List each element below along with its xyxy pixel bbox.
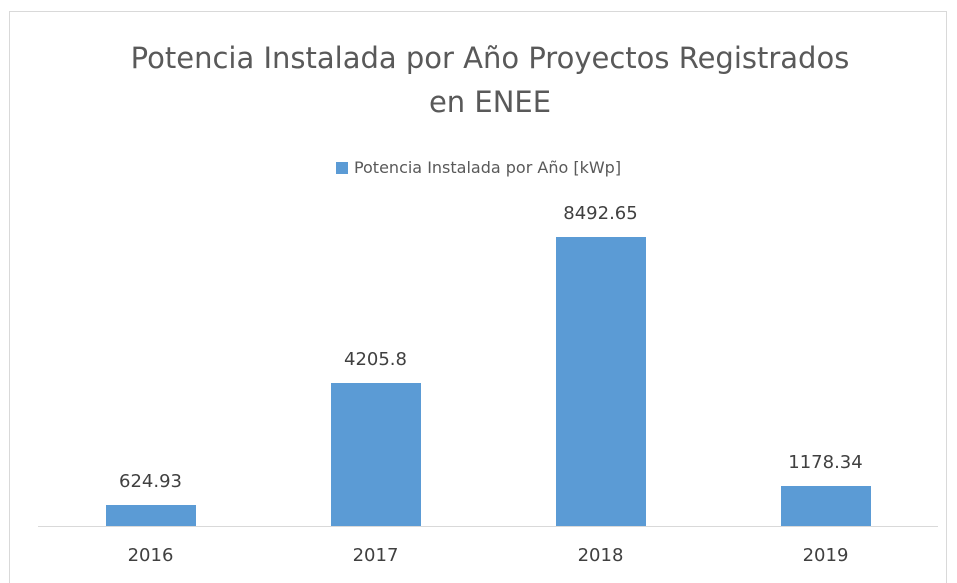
data-label: 624.93 [119,470,182,492]
data-label: 4205.8 [344,349,407,370]
x-tick-label: 2017 [352,545,399,566]
x-tick-label: 2016 [127,545,174,566]
bar [780,485,871,526]
bar [555,237,646,526]
chart-frame [9,11,947,583]
x-axis-line [38,526,938,527]
legend: Potencia Instalada por Año [kWp] [0,158,957,177]
chart-title: Potencia Instalada por Año Proyectos Reg… [130,41,850,119]
legend-swatch [335,162,348,174]
bar [105,504,196,526]
bar [330,383,421,526]
data-label: 8492.65 [563,203,638,225]
data-label: 1178.34 [788,451,863,473]
x-tick-label: 2019 [802,545,849,566]
x-tick-label: 2018 [577,545,624,566]
legend-label: Potencia Instalada por Año [kWp] [353,158,622,177]
